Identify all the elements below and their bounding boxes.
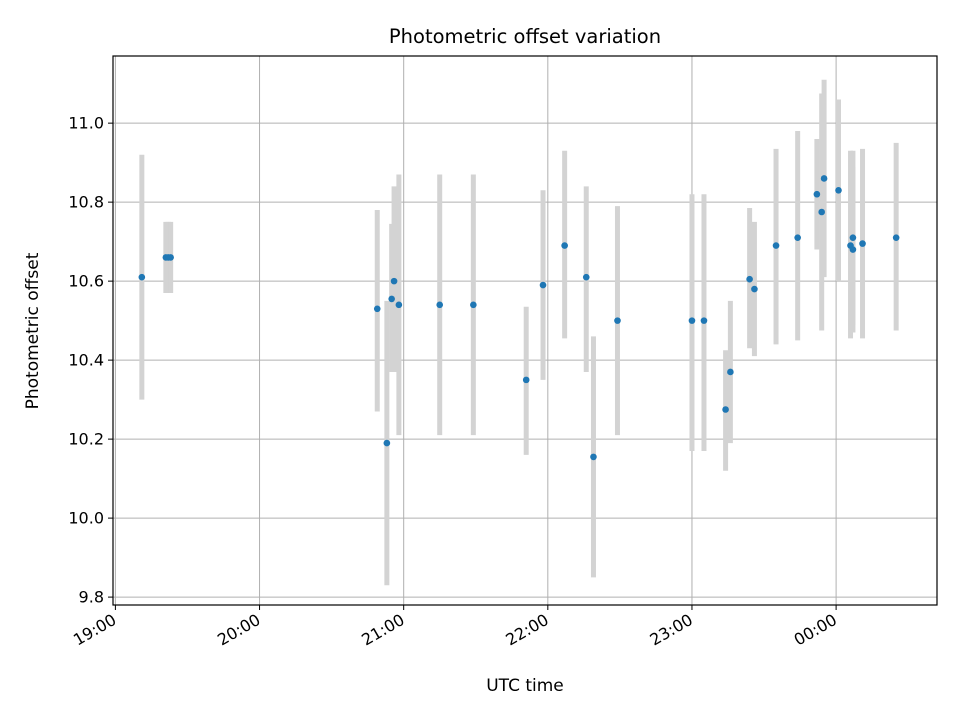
data-point [751, 285, 758, 293]
data-point [390, 277, 398, 285]
data-point [436, 301, 444, 309]
y-tick-label: 9.8 [79, 588, 104, 607]
data-point [522, 376, 530, 384]
data-point [859, 240, 866, 247]
data-point [849, 234, 857, 241]
data-point [383, 439, 391, 447]
data-point [700, 317, 708, 324]
y-tick-label: 10.0 [68, 509, 104, 528]
y-tick-label: 10.6 [68, 272, 104, 291]
data-point [722, 406, 729, 413]
y-tick-label: 10.2 [68, 430, 104, 449]
data-point [849, 246, 857, 253]
data-point [395, 301, 403, 309]
data-point [138, 273, 146, 281]
x-axis-label: UTC time [486, 676, 564, 696]
data-point [373, 305, 381, 313]
data-point [794, 234, 801, 241]
data-point [892, 234, 900, 241]
y-tick-label: 10.4 [68, 351, 104, 370]
data-point [582, 273, 590, 281]
data-point [746, 275, 753, 283]
data-point [614, 317, 621, 324]
data-point [167, 254, 174, 261]
data-point [590, 453, 597, 461]
data-point [388, 295, 395, 303]
data-point [688, 317, 696, 324]
chart-title: Photometric offset variation [389, 25, 661, 48]
data-point [818, 208, 825, 216]
data-point [539, 281, 547, 289]
data-points [138, 175, 900, 461]
data-point [835, 186, 842, 194]
y-axis: 9.8 10.0 10.2 10.4 10.6 10.8 11.0 [68, 114, 113, 607]
data-point [561, 242, 568, 249]
data-point [820, 175, 828, 182]
data-point [772, 242, 780, 249]
data-point [813, 190, 821, 198]
plot-frame [112, 55, 938, 606]
y-tick-label: 10.8 [68, 193, 104, 212]
data-point [470, 301, 477, 309]
data-point [727, 368, 734, 376]
y-axis-label: Photometric offset [23, 252, 43, 409]
y-tick-label: 11.0 [68, 114, 104, 133]
